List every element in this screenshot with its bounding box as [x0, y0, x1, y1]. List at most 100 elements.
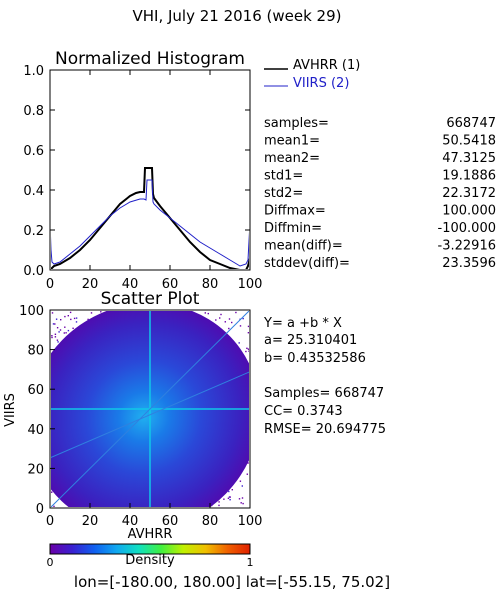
scatter-point: [239, 325, 242, 327]
scatter-point: [241, 485, 243, 487]
scatter-point: [220, 313, 222, 316]
legend-label-viirs: VIIRS (2): [293, 76, 349, 91]
regression-a: a= 25.310401: [264, 333, 357, 348]
histogram-ticks: [49, 69, 251, 271]
scatter-point: [228, 318, 231, 320]
scatter-x-tick-label: 0: [46, 514, 54, 529]
stat-label: std2=: [264, 186, 303, 201]
scatter-point: [229, 499, 231, 501]
scatter-point: [75, 317, 78, 319]
histogram-x-tick-label: 40: [122, 277, 139, 292]
scatter-point: [229, 496, 231, 498]
scatter-plot-area: [51, 311, 249, 507]
regression-samples: Samples= 668747: [264, 386, 384, 401]
scatter-point: [223, 498, 225, 500]
scatter-point: [247, 332, 249, 334]
scatter-point: [231, 489, 233, 491]
identity-line: [51, 311, 249, 507]
scatter-frame: [49, 309, 251, 509]
scatter-point: [246, 473, 248, 475]
scatter-point: [51, 335, 53, 337]
stat-label: Diffmax=: [264, 204, 326, 219]
regression-equation: Y= a +b * X: [263, 316, 342, 331]
scatter-point: [65, 332, 67, 334]
scatter-point: [218, 504, 220, 507]
scatter-y-axis-label: VIIRS: [3, 393, 18, 427]
scatter-point: [231, 321, 233, 324]
stat-label: Diffmin=: [264, 221, 322, 236]
stat-label: samples=: [264, 116, 329, 131]
scatter-point: [54, 333, 57, 335]
scatter-point: [73, 317, 76, 320]
histogram-title: Normalized Histogram: [55, 49, 245, 69]
regression-panel: Y= a +b * X a= 25.310401 b= 0.43532586 S…: [263, 316, 386, 437]
stat-label: mean(diff)=: [264, 239, 343, 254]
scatter-point: [248, 350, 249, 352]
scatter-point: [228, 327, 230, 330]
scatter-point: [247, 325, 249, 328]
histogram-y-tick-label: 1.0: [23, 64, 44, 79]
scatter-point: [70, 318, 72, 321]
stat-value: 22.3172: [442, 186, 496, 201]
scatter-y-tick-label: 80: [27, 344, 44, 359]
stat-value: 23.3596: [442, 256, 496, 271]
stat-value: -100.000: [438, 221, 496, 236]
regression-rmse: RMSE= 20.694775: [264, 422, 386, 437]
scatter-point: [60, 319, 62, 321]
scatter-x-axis-label: AVHRR: [128, 527, 173, 542]
stat-label: mean2=: [264, 151, 320, 166]
scatter-point: [235, 311, 237, 314]
region-footer: lon=[-180.00, 180.00] lat=[-55.15, 75.02…: [74, 573, 390, 591]
histogram-x-tick-labels: 0 20 40 60 80 100: [46, 277, 263, 292]
histogram-frame: [49, 69, 251, 271]
colorbar-strip: [49, 543, 251, 555]
scatter-x-tick-label: 20: [82, 514, 99, 529]
scatter-point: [241, 497, 244, 499]
scatter-point: [224, 321, 226, 323]
scatter-y-tick-label: 20: [27, 462, 44, 477]
scatter-point: [72, 327, 74, 329]
scatter-y-tick-label: 60: [27, 383, 44, 398]
histogram-y-tick-labels: 0.0 0.2 0.4 0.6 0.8 1.0: [23, 64, 44, 279]
histogram-y-tick-label: 0.2: [23, 224, 44, 239]
scatter-x-tick-label: 80: [202, 514, 219, 529]
colorbar-min-label: 0: [47, 556, 54, 569]
histogram-y-tick-label: 0.0: [23, 264, 44, 279]
scatter-point: [239, 480, 242, 482]
stat-value: 50.5418: [442, 134, 496, 149]
legend-label-avhrr: AVHRR (1): [293, 58, 360, 73]
scatter-point: [59, 329, 62, 331]
scatter-point: [204, 312, 206, 314]
page-title: VHI, July 21 2016 (week 29): [132, 7, 341, 25]
stat-label: stddev(diff)=: [264, 256, 350, 271]
histogram-x-tick-label: 100: [238, 277, 263, 292]
scatter-point: [56, 339, 59, 341]
scatter-point: [240, 502, 242, 504]
scatter-point: [55, 318, 58, 320]
colorbar-max-label: 1: [247, 556, 254, 569]
histogram-y-tick-label: 0.8: [23, 104, 44, 119]
scatter-point: [67, 329, 70, 332]
scatter-point: [228, 490, 230, 493]
regression-line: [51, 371, 249, 458]
scatter-y-tick-label: 40: [27, 423, 44, 438]
scatter-point: [215, 319, 217, 321]
scatter-y-tick-label: 100: [19, 304, 44, 319]
histogram-legend: AVHRR (1) VIIRS (2): [264, 58, 360, 91]
scatter-point: [54, 336, 57, 338]
scatter-point: [58, 331, 60, 333]
scatter-point: [242, 502, 244, 505]
regression-b: b= 0.43532586: [264, 351, 366, 366]
stat-value: 668747: [446, 116, 496, 131]
scatter-point: [100, 311, 102, 313]
scatter-point: [52, 323, 55, 325]
statistics-panel: samples= 668747 mean1= 50.5418 mean2= 47.3125…: [264, 116, 496, 271]
stat-label: std1=: [264, 169, 303, 184]
scatter-point: [54, 323, 56, 325]
scatter-y-tick-label: 0: [36, 502, 44, 517]
histogram-y-tick-label: 0.4: [23, 184, 44, 199]
histogram-y-tick-label: 0.6: [23, 144, 44, 159]
stat-value: 47.3125: [442, 151, 496, 166]
scatter-point: [219, 317, 221, 319]
